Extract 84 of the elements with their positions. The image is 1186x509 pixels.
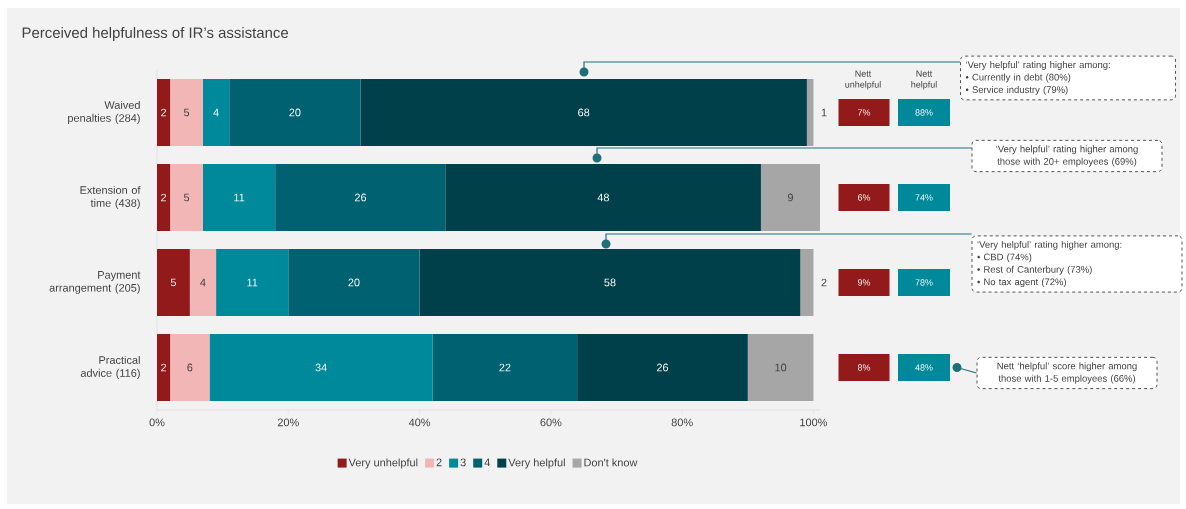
data-label: 2	[161, 193, 167, 202]
text: • CBD (74%)	[977, 253, 1032, 263]
data-label: 20	[289, 108, 301, 117]
bar	[170, 78, 203, 146]
bar	[170, 163, 203, 231]
text: ‘Very helpful’ rating higher among:	[966, 61, 1110, 70]
x-tick-label: 0%	[149, 418, 165, 427]
legend-label: Very helpful	[508, 458, 565, 469]
bar	[216, 248, 289, 316]
y-tick-label: Payment arrangement (205)	[49, 271, 141, 294]
bar	[806, 78, 814, 146]
text: 8%	[857, 364, 871, 371]
text: 78%	[915, 279, 933, 286]
x-tick-label: 80%	[671, 418, 693, 427]
bar	[170, 333, 210, 401]
text: • No tax agent (72%)	[977, 278, 1066, 288]
bar	[157, 333, 171, 401]
data-label: 48	[597, 193, 609, 202]
data-label: 6	[187, 363, 193, 372]
text: Nett helpful	[911, 70, 937, 90]
data-label: 68	[578, 108, 590, 117]
bar	[747, 333, 814, 401]
data-label: 5	[183, 193, 190, 202]
text: 9%	[857, 279, 871, 286]
text: • Rest of Canterbury (73%)	[977, 265, 1092, 275]
y-tick-label: Waived penalties (284)	[68, 100, 140, 125]
x-tick-label: 40%	[408, 418, 431, 427]
text: ‘Very helpful’ rating higher among:	[977, 240, 1122, 250]
y-tick-label: Practical advice (116)	[80, 355, 140, 380]
data-label: 22	[499, 363, 511, 372]
x-tick-label: 20%	[277, 418, 299, 427]
text: 7%	[857, 109, 871, 116]
bar	[760, 163, 821, 231]
data-label: 4	[213, 108, 219, 117]
text: Nett ‘helpful’ score higher among those with 1-5 employees (66%)	[997, 362, 1137, 384]
y-tick-label: Extension of time (438)	[80, 185, 141, 210]
data-label: 2	[161, 108, 167, 117]
bar	[577, 333, 748, 401]
text: • Service industry (79%)	[965, 86, 1068, 95]
data-label: 5	[183, 108, 190, 117]
data-label: 11	[247, 278, 258, 287]
data-label: 5	[170, 278, 176, 287]
bar	[229, 78, 361, 146]
data-label: 34	[315, 363, 327, 372]
bar	[275, 163, 446, 231]
bar	[157, 248, 190, 316]
legend-label: 2	[436, 458, 442, 467]
legend-label: 4	[484, 458, 490, 467]
bar	[800, 248, 814, 316]
data-label: 2	[821, 278, 827, 287]
data-label: 4	[200, 278, 206, 287]
data-label: 26	[354, 193, 367, 202]
bar	[157, 163, 171, 231]
data-label: 9	[787, 193, 793, 202]
bar	[202, 163, 276, 231]
text: 88%	[915, 109, 933, 116]
data-label: 1	[821, 108, 827, 117]
bar	[445, 163, 761, 231]
text: • Currently in debt (80%)	[965, 73, 1071, 83]
data-label: 26	[656, 363, 669, 372]
text: 74%	[915, 194, 933, 201]
x-tick-label: 60%	[540, 418, 562, 427]
text: ‘Very helpful’ rating higher among those with 20+ employees (69%)	[996, 145, 1138, 167]
legend-label: 3	[460, 458, 466, 467]
bar	[360, 78, 807, 146]
legend-label: Don't know	[584, 458, 638, 467]
bar	[189, 248, 217, 316]
bar	[432, 333, 578, 401]
bar	[202, 78, 230, 146]
data-label: 10	[775, 363, 787, 372]
bar	[157, 78, 171, 146]
bar	[209, 333, 433, 401]
data-label: 11	[234, 193, 245, 202]
text: Nett unhelpful	[845, 70, 881, 90]
x-tick-label: 100%	[800, 418, 828, 427]
chart-title: Perceived helpfulness of IR’s assistance	[22, 27, 289, 41]
data-label: 2	[161, 363, 167, 372]
bar	[288, 248, 420, 316]
legend-label: Very unhelpful	[348, 458, 418, 469]
data-label: 58	[604, 278, 616, 287]
text: 48%	[915, 364, 933, 371]
data-label: 20	[348, 278, 360, 287]
text: 6%	[857, 194, 871, 201]
bar	[419, 248, 801, 316]
